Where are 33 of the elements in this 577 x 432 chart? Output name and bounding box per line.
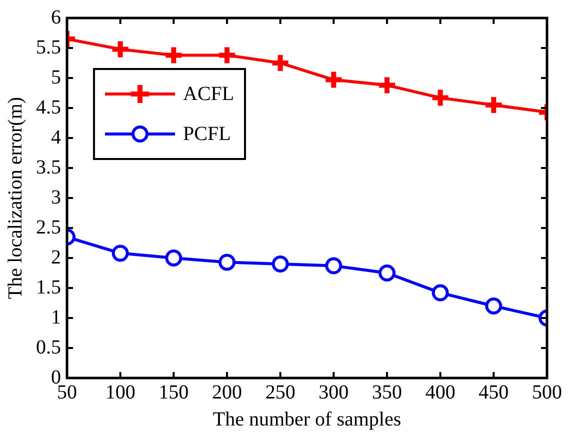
x-axis-title: The number of samples	[212, 408, 402, 430]
y-axis-title: The localization error(m)	[4, 96, 26, 300]
point	[378, 264, 396, 282]
x-tick-label: 400	[425, 381, 456, 404]
x-tick-label: 250	[265, 381, 296, 404]
y-tick-label: 1.5	[36, 276, 61, 298]
y-tick-label: 5	[51, 66, 61, 88]
point	[165, 250, 182, 266]
y-tick-label: 4	[51, 126, 61, 148]
point	[485, 298, 502, 314]
x-tick-label: 350	[372, 381, 402, 404]
y-tick-label: 5.5	[36, 36, 61, 58]
x-tick-label: 150	[158, 381, 189, 404]
y-tick-label: 3	[51, 186, 61, 208]
x-tick-label: 450	[478, 381, 509, 404]
legend-label: PCFL	[183, 122, 231, 146]
x-tick-label: 500	[532, 381, 562, 404]
y-tick-label: 3.5	[36, 156, 61, 178]
point	[325, 257, 342, 274]
point	[432, 284, 449, 302]
y-tick-label: 0.5	[36, 336, 61, 358]
point	[112, 244, 129, 262]
y-tick-label: 6	[51, 6, 61, 28]
y-tick-label: 2	[51, 246, 61, 268]
point	[218, 254, 236, 271]
legend-label: ACFL	[183, 82, 234, 106]
x-tick-label: 300	[318, 381, 349, 404]
x-tick-label: 200	[212, 381, 242, 404]
y-tick-label: 4.5	[36, 96, 61, 118]
x-tick-label: 100	[105, 381, 136, 404]
y-tick-label: 1	[51, 306, 61, 328]
y-tick-label: 2.5	[36, 216, 61, 238]
point	[272, 256, 289, 272]
